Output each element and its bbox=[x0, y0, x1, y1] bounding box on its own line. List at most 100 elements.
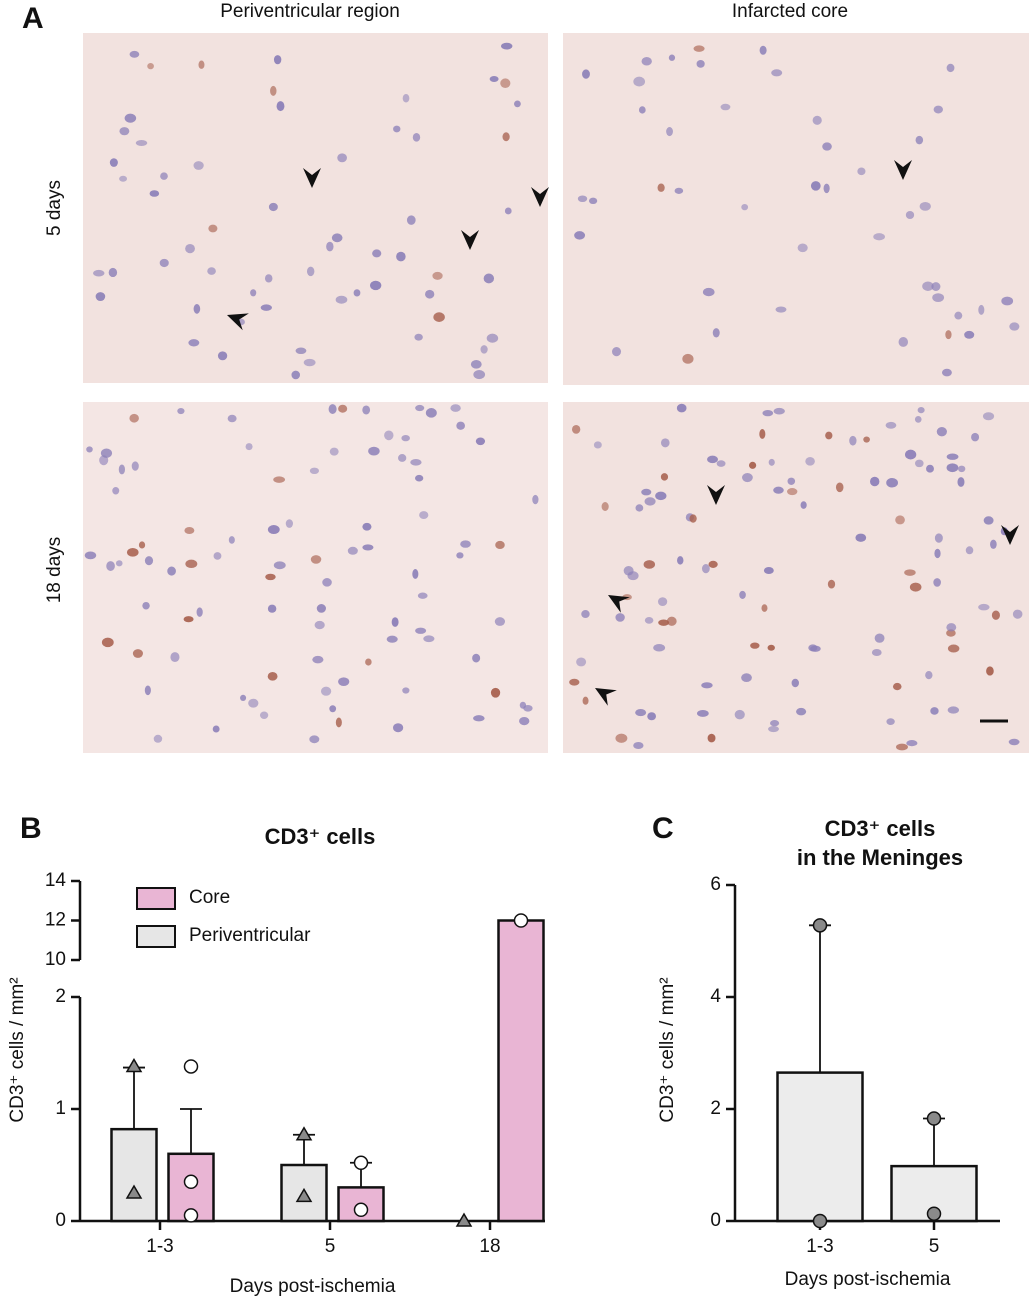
nucleus bbox=[112, 486, 120, 495]
nucleus bbox=[159, 258, 169, 268]
column-label: Infarcted core bbox=[732, 1, 848, 22]
nucleus bbox=[119, 127, 130, 136]
nucleus bbox=[412, 569, 419, 579]
nucleus bbox=[312, 655, 324, 664]
nucleus bbox=[414, 333, 423, 341]
x-tick-label: 5 bbox=[929, 1236, 940, 1257]
arrowhead bbox=[461, 230, 479, 250]
nucleus bbox=[267, 671, 278, 681]
nucleus bbox=[768, 458, 775, 466]
data-point bbox=[513, 913, 529, 928]
nucleus bbox=[986, 666, 994, 676]
nucleus bbox=[306, 266, 315, 277]
bar bbox=[110, 1127, 158, 1223]
nucleus bbox=[577, 195, 588, 203]
nucleus bbox=[250, 289, 257, 297]
arrowhead bbox=[227, 313, 249, 331]
nucleus bbox=[835, 482, 844, 493]
nucleus bbox=[291, 370, 300, 380]
nucleus bbox=[934, 548, 941, 559]
nucleus bbox=[767, 644, 775, 651]
nucleus bbox=[393, 125, 401, 133]
nucleus bbox=[668, 54, 676, 61]
nucleus bbox=[1001, 296, 1014, 306]
nucleus bbox=[285, 519, 293, 528]
nucleus bbox=[909, 582, 922, 592]
nucleus bbox=[149, 190, 160, 197]
nucleus bbox=[347, 546, 358, 555]
nucleus bbox=[982, 412, 995, 421]
nucleus bbox=[823, 183, 830, 194]
nucleus bbox=[147, 62, 154, 70]
nucleus bbox=[153, 734, 163, 743]
nucleus bbox=[362, 522, 372, 531]
nucleus bbox=[309, 467, 320, 475]
nucleus bbox=[410, 458, 422, 466]
nucleus bbox=[674, 187, 684, 194]
arrowhead bbox=[595, 688, 617, 706]
nucleus bbox=[335, 295, 348, 304]
data-point bbox=[812, 918, 828, 933]
arrowhead bbox=[303, 168, 321, 188]
nucleus bbox=[490, 687, 501, 698]
legend-swatch bbox=[136, 925, 176, 948]
nucleus bbox=[936, 426, 947, 437]
nucleus bbox=[978, 603, 990, 611]
nucleus bbox=[335, 717, 342, 728]
nucleus bbox=[873, 233, 885, 241]
nucleus bbox=[708, 560, 718, 568]
x-axis-label: Days post-ischemia bbox=[785, 1269, 951, 1290]
nucleus bbox=[954, 311, 963, 320]
nucleus bbox=[365, 658, 372, 666]
nucleus bbox=[260, 304, 272, 311]
nucleus bbox=[267, 604, 277, 613]
nucleus bbox=[946, 623, 957, 632]
chart-title: CD3⁺ cells bbox=[265, 824, 376, 849]
nucleus bbox=[922, 281, 934, 291]
nucleus bbox=[946, 463, 959, 473]
nucleus bbox=[131, 461, 139, 471]
nucleus bbox=[95, 292, 106, 301]
nucleus bbox=[915, 135, 924, 145]
nucleus bbox=[904, 569, 916, 576]
nucleus bbox=[701, 682, 713, 689]
y-tick-label: 0 bbox=[55, 1210, 66, 1231]
nucleus bbox=[84, 551, 97, 560]
nucleus bbox=[489, 76, 499, 83]
nucleus bbox=[574, 231, 586, 240]
micrographs bbox=[83, 33, 1029, 753]
nucleus bbox=[322, 578, 332, 587]
nucleus bbox=[768, 725, 779, 733]
nucleus bbox=[456, 552, 464, 559]
nucleus bbox=[402, 93, 410, 103]
data-point bbox=[125, 1057, 143, 1073]
arrowhead bbox=[894, 160, 912, 180]
nucleus bbox=[1012, 609, 1023, 619]
nucleus bbox=[501, 42, 513, 50]
nucleus bbox=[425, 289, 435, 299]
nucleus bbox=[741, 203, 749, 211]
data-point bbox=[295, 1126, 313, 1141]
nucleus bbox=[739, 590, 746, 599]
nucleus bbox=[415, 474, 424, 482]
data-point bbox=[295, 1187, 313, 1203]
arrowhead bbox=[531, 187, 549, 207]
nucleus bbox=[787, 477, 796, 485]
nucleus bbox=[100, 448, 113, 458]
nucleus bbox=[276, 101, 285, 112]
nucleus bbox=[132, 649, 143, 658]
nucleus bbox=[588, 197, 598, 205]
nucleus bbox=[657, 597, 668, 607]
nucleus bbox=[615, 613, 625, 622]
nucleus bbox=[749, 461, 757, 469]
nucleus bbox=[898, 337, 909, 347]
arrowhead bbox=[707, 485, 725, 505]
nucleus bbox=[177, 407, 185, 415]
nucleus bbox=[707, 455, 718, 464]
nucleus bbox=[945, 330, 952, 340]
nucleus bbox=[1009, 322, 1020, 331]
panel-label: C bbox=[652, 812, 674, 845]
nucleus bbox=[245, 443, 253, 451]
nucleus bbox=[240, 694, 247, 701]
nucleus bbox=[915, 459, 924, 468]
